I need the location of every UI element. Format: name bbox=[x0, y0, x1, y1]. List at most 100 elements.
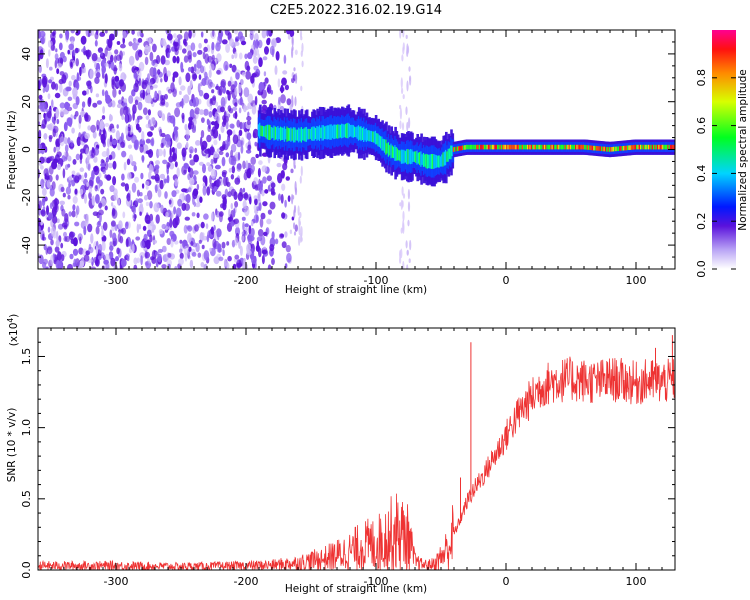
noise-streak bbox=[299, 30, 303, 38]
noise-speckle bbox=[167, 33, 173, 41]
noise-speckle bbox=[70, 238, 75, 244]
noise-speckle bbox=[207, 125, 211, 132]
noise-speckle bbox=[128, 41, 133, 47]
x-tick-label: -200 bbox=[234, 575, 259, 588]
track-core bbox=[303, 128, 306, 141]
noise-speckle bbox=[95, 72, 101, 79]
noise-speckle bbox=[163, 148, 166, 158]
noise-speckle bbox=[157, 90, 162, 95]
noise-speckle bbox=[163, 66, 167, 77]
noise-streak bbox=[293, 231, 297, 236]
noise-speckle bbox=[38, 111, 42, 121]
noise-speckle bbox=[55, 174, 59, 181]
noise-speckle bbox=[241, 235, 245, 242]
noise-speckle bbox=[159, 173, 165, 179]
noise-speckle bbox=[166, 70, 171, 77]
noise-speckle bbox=[179, 90, 182, 95]
noise-speckle bbox=[231, 54, 234, 59]
noise-speckle bbox=[209, 63, 215, 71]
track-core bbox=[270, 127, 274, 139]
noise-streak bbox=[407, 219, 410, 227]
noise-speckle bbox=[207, 165, 212, 172]
noise-streak bbox=[298, 236, 301, 246]
noise-speckle bbox=[147, 73, 150, 82]
noise-streak bbox=[407, 188, 410, 200]
noise-speckle bbox=[240, 144, 244, 154]
noise-speckle bbox=[243, 87, 250, 98]
noise-speckle bbox=[270, 182, 276, 189]
noise-speckle bbox=[227, 105, 232, 112]
noise-speckle bbox=[184, 123, 188, 131]
noise-speckle bbox=[118, 220, 123, 230]
noise-streak bbox=[399, 104, 402, 110]
noise-speckle bbox=[201, 244, 205, 250]
noise-speckle bbox=[168, 155, 174, 163]
track-core bbox=[491, 144, 495, 150]
noise-speckle bbox=[169, 146, 172, 157]
noise-speckle bbox=[155, 160, 160, 166]
noise-speckle bbox=[188, 30, 192, 39]
noise-speckle bbox=[247, 144, 252, 151]
noise-speckle bbox=[42, 233, 45, 241]
noise-speckle bbox=[215, 101, 219, 107]
track-core bbox=[519, 144, 522, 150]
noise-speckle bbox=[144, 251, 150, 259]
noise-speckle bbox=[85, 147, 90, 157]
noise-speckle bbox=[208, 111, 213, 118]
noise-speckle bbox=[156, 93, 160, 101]
noise-speckle bbox=[116, 247, 120, 255]
noise-speckle bbox=[81, 101, 86, 108]
noise-speckle bbox=[137, 198, 143, 204]
noise-streak bbox=[294, 96, 297, 107]
track-core bbox=[668, 144, 672, 150]
noise-streak bbox=[297, 205, 300, 216]
track-core bbox=[374, 130, 378, 145]
noise-streak bbox=[298, 223, 301, 236]
noise-speckle bbox=[150, 85, 154, 90]
noise-speckle bbox=[250, 164, 255, 173]
track-core bbox=[433, 154, 436, 169]
track-core bbox=[545, 144, 548, 150]
noise-speckle bbox=[94, 40, 98, 47]
noise-speckle bbox=[95, 176, 101, 184]
noise-streak bbox=[401, 87, 404, 95]
noise-speckle bbox=[144, 56, 149, 66]
noise-speckle bbox=[84, 132, 90, 140]
noise-speckle bbox=[201, 117, 205, 123]
noise-speckle bbox=[72, 248, 79, 256]
noise-speckle bbox=[118, 79, 125, 87]
noise-speckle bbox=[262, 201, 268, 207]
noise-speckle bbox=[49, 165, 54, 175]
noise-speckle bbox=[127, 172, 132, 180]
noise-speckle bbox=[213, 224, 216, 231]
track-core bbox=[577, 144, 581, 150]
noise-streak bbox=[293, 222, 296, 230]
x-tick-label: -300 bbox=[104, 575, 129, 588]
track-core bbox=[355, 127, 358, 138]
noise-speckle bbox=[93, 166, 99, 172]
track-core bbox=[420, 151, 423, 167]
track-core bbox=[662, 144, 665, 150]
noise-speckle bbox=[242, 262, 248, 269]
noise-speckle bbox=[246, 250, 252, 256]
noise-streak bbox=[402, 94, 405, 100]
noise-speckle bbox=[41, 75, 48, 85]
noise-speckle bbox=[154, 164, 160, 170]
noise-speckle bbox=[56, 146, 60, 153]
noise-speckle bbox=[195, 68, 201, 75]
noise-speckle bbox=[74, 110, 79, 117]
noise-speckle bbox=[104, 161, 109, 171]
noise-speckle bbox=[212, 95, 217, 101]
noise-speckle bbox=[133, 165, 137, 172]
noise-speckle bbox=[120, 43, 126, 49]
noise-speckle bbox=[232, 134, 239, 145]
noise-speckle bbox=[281, 212, 286, 219]
noise-speckle bbox=[133, 214, 137, 219]
noise-speckle bbox=[257, 191, 261, 199]
noise-speckle bbox=[207, 79, 213, 89]
noise-speckle bbox=[157, 188, 162, 198]
noise-speckle bbox=[38, 34, 42, 39]
noise-speckle bbox=[234, 201, 239, 208]
noise-speckle bbox=[269, 201, 276, 210]
